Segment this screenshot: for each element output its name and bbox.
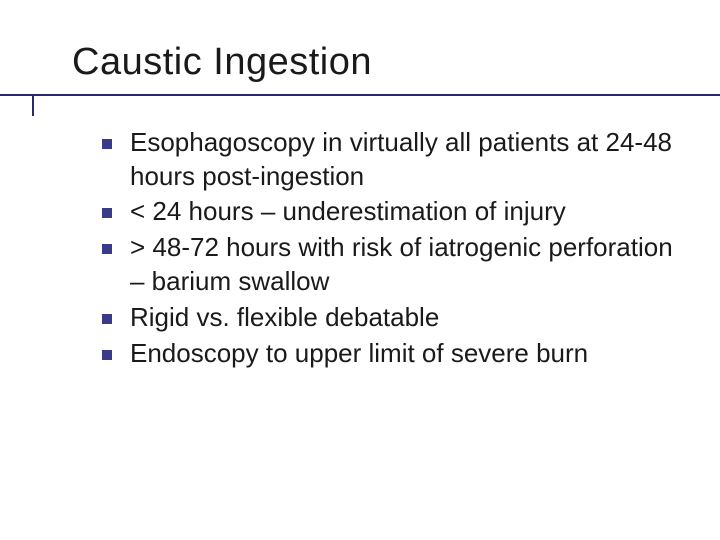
slide-title: Caustic Ingestion — [72, 42, 680, 84]
list-item: Rigid vs. flexible debatable — [102, 301, 680, 335]
title-tick — [32, 94, 34, 116]
square-bullet-icon — [102, 244, 112, 254]
title-underline — [0, 94, 720, 96]
bullet-text: Endoscopy to upper limit of severe burn — [130, 337, 680, 371]
list-item: < 24 hours – underestimation of injury — [102, 195, 680, 229]
square-bullet-icon — [102, 139, 112, 149]
title-wrap: Caustic Ingestion — [72, 42, 680, 84]
square-bullet-icon — [102, 350, 112, 360]
bullet-text: Esophagoscopy in virtually all patients … — [130, 126, 680, 194]
list-item: > 48-72 hours with risk of iatrogenic pe… — [102, 231, 680, 299]
bullet-text: Rigid vs. flexible debatable — [130, 301, 680, 335]
bullet-text: > 48-72 hours with risk of iatrogenic pe… — [130, 231, 680, 299]
slide-container: Caustic Ingestion Esophagoscopy in virtu… — [0, 0, 720, 540]
list-item: Esophagoscopy in virtually all patients … — [102, 126, 680, 194]
square-bullet-icon — [102, 208, 112, 218]
slide-content: Esophagoscopy in virtually all patients … — [72, 116, 680, 371]
bullet-text: < 24 hours – underestimation of injury — [130, 195, 680, 229]
square-bullet-icon — [102, 314, 112, 324]
list-item: Endoscopy to upper limit of severe burn — [102, 337, 680, 371]
